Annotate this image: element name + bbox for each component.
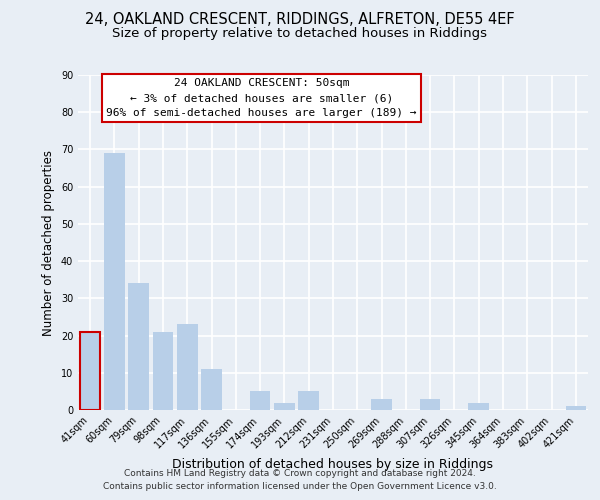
Text: Contains public sector information licensed under the Open Government Licence v3: Contains public sector information licen…	[103, 482, 497, 491]
Bar	[104, 153, 125, 410]
Bar	[274, 402, 295, 410]
Bar	[420, 399, 440, 410]
Bar	[469, 402, 489, 410]
Bar	[298, 392, 319, 410]
Text: Contains HM Land Registry data © Crown copyright and database right 2024.: Contains HM Land Registry data © Crown c…	[124, 468, 476, 477]
X-axis label: Distribution of detached houses by size in Riddings: Distribution of detached houses by size …	[173, 458, 493, 471]
Bar	[80, 332, 100, 410]
Text: 24, OAKLAND CRESCENT, RIDDINGS, ALFRETON, DE55 4EF: 24, OAKLAND CRESCENT, RIDDINGS, ALFRETON…	[85, 12, 515, 28]
Bar	[250, 392, 271, 410]
Bar	[371, 399, 392, 410]
Y-axis label: Number of detached properties: Number of detached properties	[42, 150, 55, 336]
Bar	[128, 284, 149, 410]
Bar	[152, 332, 173, 410]
Bar	[566, 406, 586, 410]
Text: 24 OAKLAND CRESCENT: 50sqm
← 3% of detached houses are smaller (6)
96% of semi-d: 24 OAKLAND CRESCENT: 50sqm ← 3% of detac…	[106, 78, 417, 118]
Bar	[177, 324, 197, 410]
Bar	[201, 369, 222, 410]
Text: Size of property relative to detached houses in Riddings: Size of property relative to detached ho…	[113, 28, 487, 40]
